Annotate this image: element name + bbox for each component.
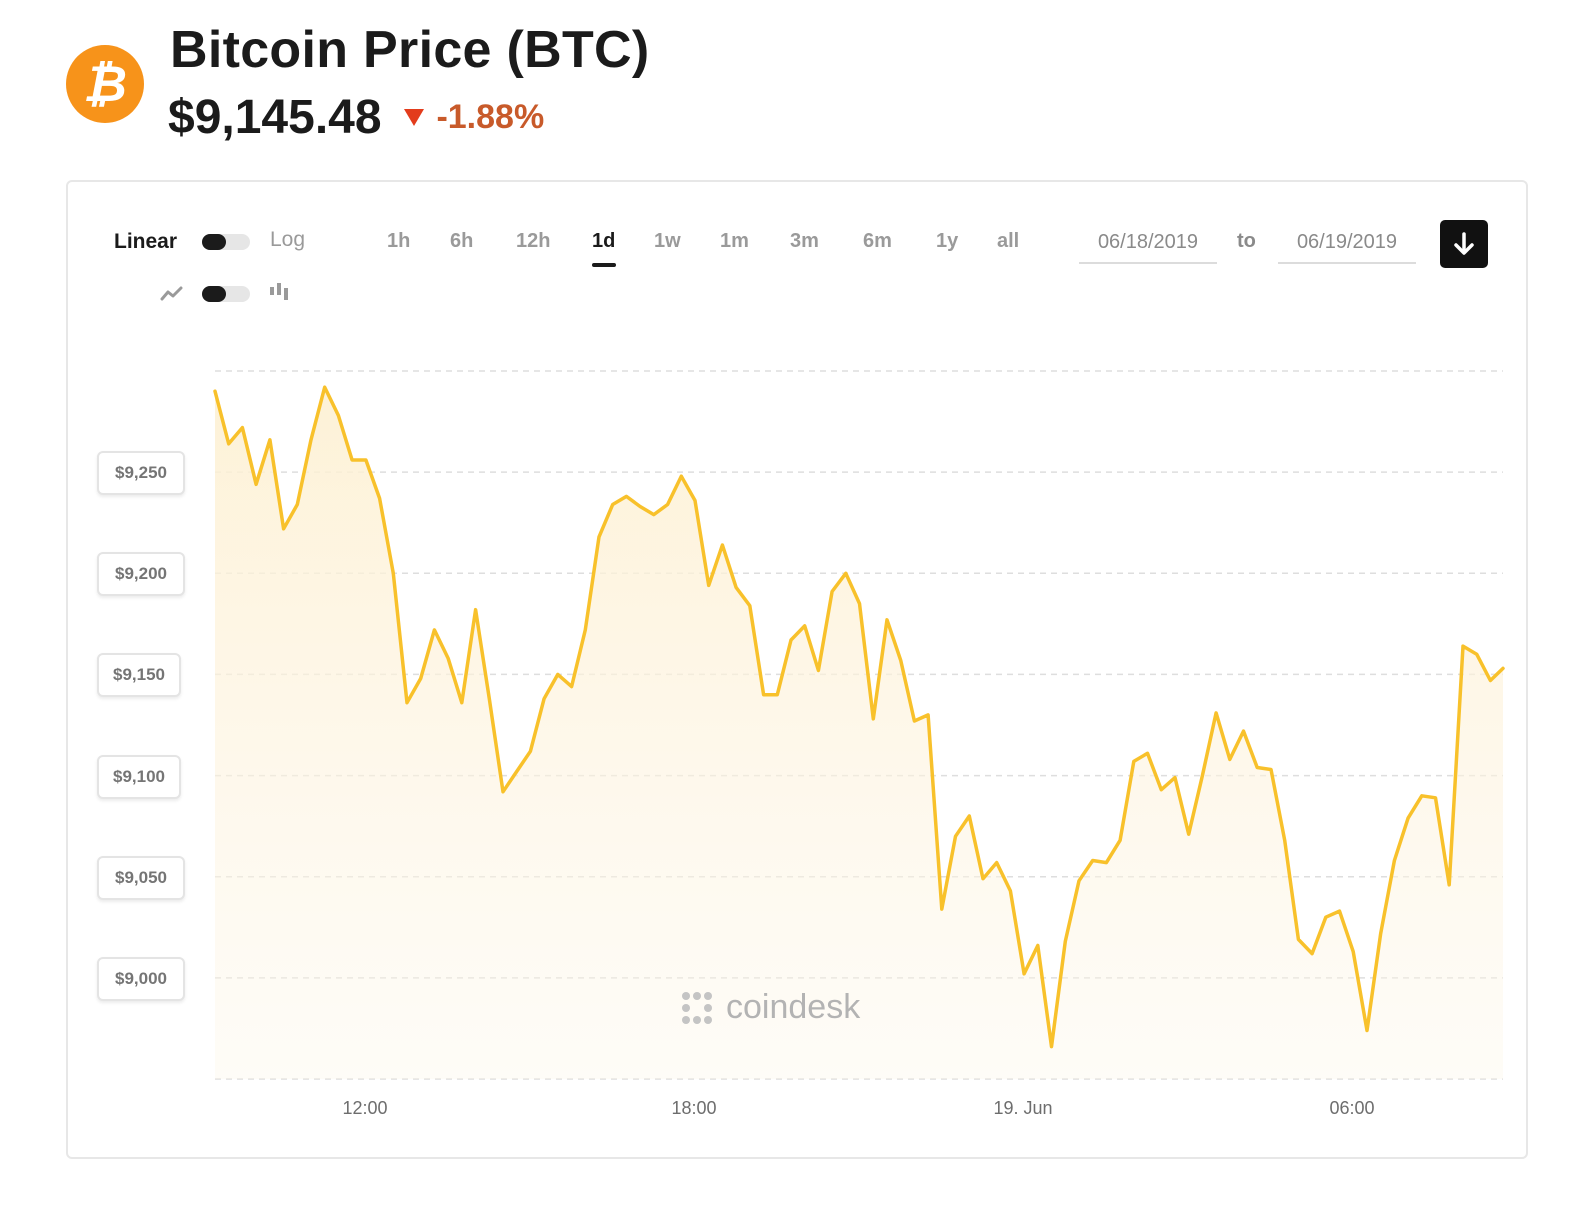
candlestick-icon[interactable] xyxy=(268,282,292,304)
bitcoin-symbol: ₿ xyxy=(83,56,127,112)
active-range-indicator xyxy=(592,263,616,267)
watermark-text: coindesk xyxy=(726,988,861,1026)
candle-3 xyxy=(284,288,288,300)
logo-dot xyxy=(682,1003,690,1012)
price-change: -1.88% xyxy=(436,98,545,136)
range-12h[interactable]: 12h xyxy=(516,230,551,252)
price-area-fill xyxy=(215,387,1503,1079)
x-tick-label: 12:00 xyxy=(342,1098,388,1118)
y-tick-label: $9,100 xyxy=(97,755,181,799)
download-button[interactable] xyxy=(1440,220,1488,268)
range-1h[interactable]: 1h xyxy=(387,230,411,252)
coindesk-watermark: coindesk xyxy=(680,988,860,1027)
range-1y[interactable]: 1y xyxy=(936,230,959,252)
range-1d[interactable]: 1d xyxy=(592,230,616,252)
x-tick-label: 19. Jun xyxy=(993,1098,1053,1118)
chart-type-toggle[interactable] xyxy=(202,286,250,302)
logo-dot xyxy=(682,1015,690,1024)
range-3m[interactable]: 3m xyxy=(790,230,819,252)
logo-dot xyxy=(682,991,690,1000)
logo-dot xyxy=(704,1015,712,1024)
line-chart-icon-stroke xyxy=(160,286,183,301)
date-from-input[interactable] xyxy=(1079,222,1217,264)
bitcoin-logo-icon: ₿ xyxy=(66,45,144,123)
y-tick-label: $9,000 xyxy=(97,957,185,1001)
x-tick-label: 18:00 xyxy=(671,1098,717,1118)
range-all[interactable]: all xyxy=(997,230,1020,252)
y-tick-label: $9,200 xyxy=(97,552,185,596)
price-line[interactable] xyxy=(213,385,1505,1049)
logo-dot xyxy=(693,991,701,1000)
price-row: $9,145.48 -1.88% xyxy=(168,90,544,145)
range-6m[interactable]: 6m xyxy=(863,230,892,252)
scale-toggle-knob xyxy=(202,234,226,250)
scale-log-label[interactable]: Log xyxy=(270,228,306,251)
line-chart-icon[interactable] xyxy=(160,286,184,302)
coindesk-logo-icon xyxy=(682,991,712,1024)
x-tick-label: 06:00 xyxy=(1329,1098,1375,1118)
scale-linear-label[interactable]: Linear xyxy=(114,230,178,253)
date-to-input[interactable] xyxy=(1278,222,1416,264)
y-tick-label: $9,050 xyxy=(97,856,185,900)
download-icon xyxy=(1454,232,1474,255)
candle-2 xyxy=(277,283,281,295)
y-tick-label: $9,250 xyxy=(97,451,185,495)
scale-toggle[interactable] xyxy=(202,234,250,250)
logo-dot xyxy=(693,1015,701,1024)
range-1m[interactable]: 1m xyxy=(720,230,749,252)
bitcoin-logo-circle xyxy=(66,45,144,123)
range-1w[interactable]: 1w xyxy=(654,230,681,252)
y-tick-label: $9,150 xyxy=(97,653,181,697)
down-arrow-icon xyxy=(404,109,424,126)
chart-type-toggle-knob xyxy=(202,286,226,302)
download-icon-head xyxy=(1454,243,1474,255)
date-to-label: to xyxy=(1237,230,1256,252)
logo-dot xyxy=(704,991,712,1000)
logo-dot xyxy=(704,1003,712,1012)
current-price: $9,145.48 xyxy=(168,91,382,144)
page-title: Bitcoin Price (BTC) xyxy=(170,21,650,79)
candle-1 xyxy=(270,287,274,295)
range-6h[interactable]: 6h xyxy=(450,230,474,252)
